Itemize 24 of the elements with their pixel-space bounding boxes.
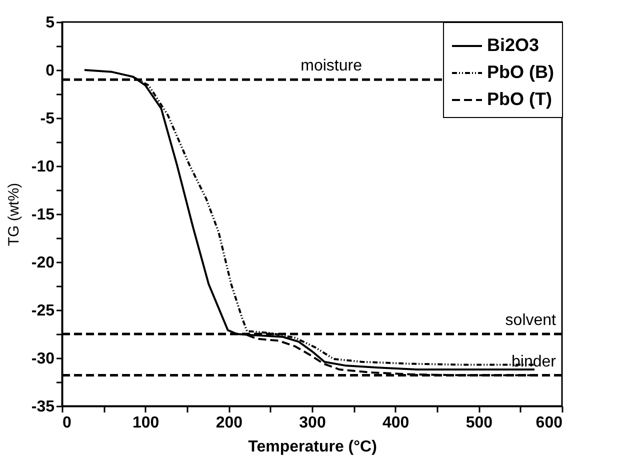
x-tick-label: 500	[466, 414, 493, 432]
y-tick-label: -5	[40, 110, 55, 128]
y-tick-label: -15	[31, 206, 55, 224]
x-tick-label: 100	[132, 414, 160, 432]
legend-label: PbO (T)	[487, 89, 552, 109]
x-tick-label: 600	[536, 414, 563, 432]
legend-label: PbO (B)	[487, 62, 554, 82]
ref-line-label: moisture	[300, 58, 362, 75]
y-tick-label: 0	[46, 62, 55, 80]
y-tick-label: -10	[31, 158, 55, 176]
ref-line-label: solvent	[505, 312, 557, 329]
x-tick-label: 300	[299, 414, 326, 432]
y-tick-label: -20	[31, 254, 55, 272]
y-tick-label: 5	[46, 14, 55, 32]
ref-line-label: binder	[512, 353, 557, 370]
y-tick-label: -25	[31, 302, 55, 320]
x-axis-title: Temperature (°C)	[248, 438, 377, 456]
y-tick-label: -30	[31, 350, 55, 368]
legend-label: Bi2O3	[487, 35, 540, 55]
y-tick-label: -35	[31, 398, 55, 416]
x-tick-label: 0	[62, 414, 72, 432]
y-axis-title: TG (wt%)	[5, 182, 22, 246]
x-tick-label: 200	[216, 414, 243, 432]
x-tick-label: 400	[382, 414, 410, 432]
